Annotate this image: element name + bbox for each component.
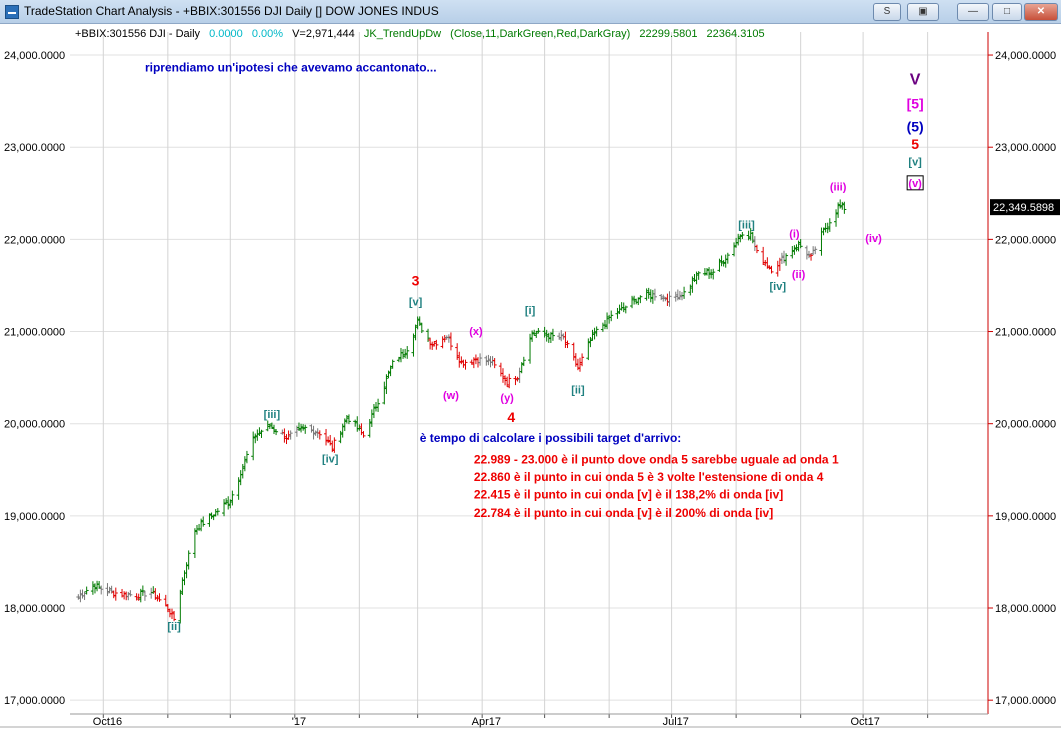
wave-annotation: (w) <box>443 390 459 402</box>
price-tick-label-right: 18,000.0000 <box>995 603 1056 615</box>
last-price-label: 22,349.5898 <box>993 202 1054 214</box>
wave-annotation: [5] <box>907 95 924 111</box>
wave-annotation: 4 <box>507 409 515 425</box>
wave-annotation: 22.415 è il punto in cui onda [v] è il 1… <box>474 487 783 501</box>
time-tick-label: Apr17 <box>472 716 501 728</box>
wave-annotation: (v) <box>908 178 922 190</box>
indicator-name: JK_TrendUpDw <box>363 28 442 40</box>
wave-annotation: (iii) <box>830 182 847 194</box>
close-button[interactable]: ✕ <box>1024 3 1058 21</box>
wave-annotation: (iv) <box>865 233 882 245</box>
symbol-label: +BBIX:301556 DJI - Daily <box>75 28 201 40</box>
price-tick-label-right: 21,000.0000 <box>995 327 1056 339</box>
price-tick-label-left: 22,000.0000 <box>4 234 65 246</box>
wave-annotation: (ii) <box>792 269 806 281</box>
wave-annotation: (y) <box>500 393 514 405</box>
price-tick-label-left: 17,000.0000 <box>4 695 65 707</box>
wave-annotation: è tempo di calcolare i possibili target … <box>420 431 682 445</box>
wave-annotation: V <box>910 72 921 89</box>
indicator-params: (Close,11,DarkGreen,Red,DarkGray) <box>450 28 631 40</box>
volume-label: V=2,971,444 <box>292 28 355 40</box>
wave-annotation: 22.784 è il punto in cui onda [v] è il 2… <box>474 506 773 520</box>
wave-annotation: [iii] <box>738 219 755 231</box>
time-tick-label: Jul17 <box>663 716 689 728</box>
wave-annotation: 3 <box>412 272 420 288</box>
price-tick-label-left: 19,000.0000 <box>4 511 65 523</box>
wave-annotation: [i] <box>525 305 536 317</box>
annotation-box <box>906 175 924 191</box>
wave-annotation: 5 <box>911 136 919 152</box>
wave-annotation: (5) <box>907 119 924 135</box>
last-price-badge <box>990 199 1060 216</box>
price-tick-label-right: 20,000.0000 <box>995 419 1056 431</box>
price-chart[interactable]: 24,000.0000 24,000.0000 23,000.0000 23,000.… <box>0 24 1061 728</box>
wave-annotation: [iv] <box>770 281 787 293</box>
indicator-value-1: 22299.5801 <box>639 28 698 40</box>
wave-annotation: 22.860 è il punto in cui onda 5 è 3 volt… <box>474 470 824 484</box>
price-tick-label-left: 21,000.0000 <box>4 327 65 339</box>
window-titlebar: TradeStation Chart Analysis - +BBIX:3015… <box>0 0 1061 24</box>
price-tick-label-left: 24,000.0000 <box>4 50 65 62</box>
wave-annotation: riprendiamo un'ipotesi che avevamo accan… <box>145 61 437 75</box>
price-tick-label-right: 24,000.0000 <box>995 50 1056 62</box>
price-tick-label-left: 18,000.0000 <box>4 603 65 615</box>
chart-area[interactable]: 24,000.0000 24,000.0000 23,000.0000 23,000.… <box>0 24 1061 728</box>
time-tick-label: '17 <box>292 716 306 728</box>
wave-annotation: 22.989 - 23.000 è il punto dove onda 5 s… <box>474 452 839 466</box>
price-tick-label-left: 20,000.0000 <box>4 419 65 431</box>
price-tick-label-right: 23,000.0000 <box>995 142 1056 154</box>
wave-annotation: [v] <box>908 157 922 169</box>
wave-annotation: [ii] <box>167 621 181 633</box>
symbol-link-button[interactable]: S <box>873 3 901 21</box>
change-percent: 0.00% <box>251 28 284 40</box>
wave-annotation: [iii] <box>264 409 281 421</box>
price-tick-label-right: 19,000.0000 <box>995 511 1056 523</box>
pin-window-button[interactable]: ▣ <box>907 3 939 21</box>
price-tick-label-left: 23,000.0000 <box>4 142 65 154</box>
window-title: TradeStation Chart Analysis - +BBIX:3015… <box>24 4 439 18</box>
wave-annotation: [iv] <box>322 453 339 465</box>
maximize-button[interactable]: □ <box>992 3 1022 21</box>
minimize-button[interactable]: — <box>957 3 989 21</box>
wave-annotation: [v] <box>409 297 423 309</box>
price-tick-label-right: 22,000.0000 <box>995 234 1056 246</box>
tradestation-app-icon <box>5 5 19 19</box>
wave-annotation: (i) <box>789 229 800 241</box>
wave-annotation: [ii] <box>571 384 585 396</box>
time-tick-label: Oct16 <box>93 716 122 728</box>
chart-info-bar: +BBIX:301556 DJI - Daily 0.0000 0.00% V=… <box>75 28 771 40</box>
time-tick-label: Oct17 <box>851 716 880 728</box>
wave-annotation: (x) <box>469 326 483 338</box>
indicator-value-2: 22364.3105 <box>706 28 765 40</box>
change-value: 0.0000 <box>209 28 243 40</box>
price-tick-label-right: 17,000.0000 <box>995 695 1056 707</box>
